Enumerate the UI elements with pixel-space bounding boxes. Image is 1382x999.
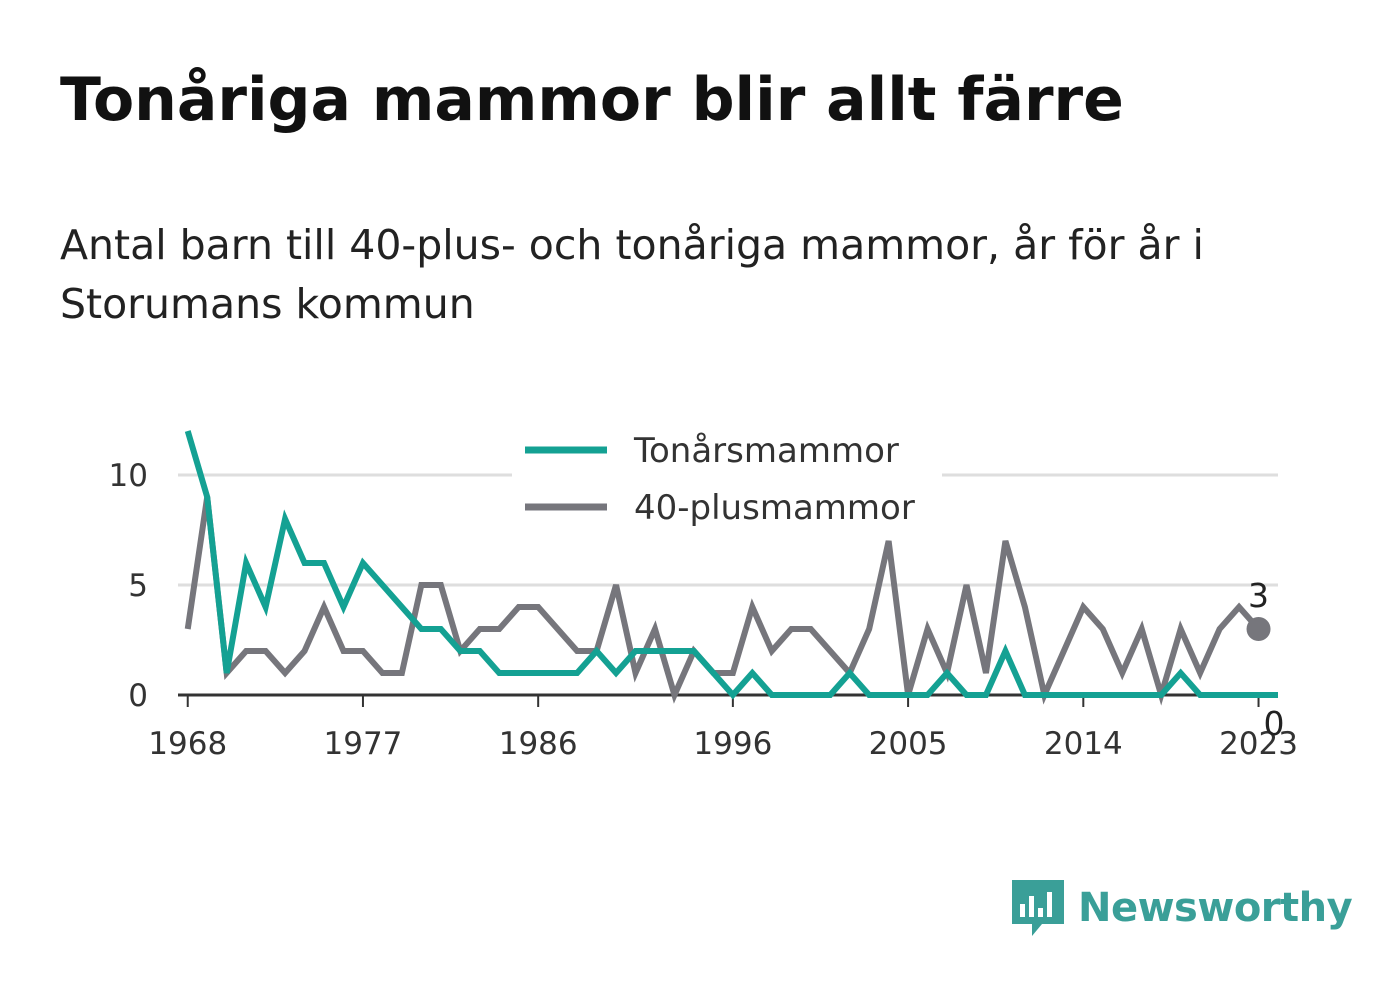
x-tick-label: 1968	[148, 726, 227, 762]
chart-title: Tonåriga mammor blir allt färre	[60, 65, 1124, 135]
legend-background	[512, 424, 942, 536]
chart-subtitle: Antal barn till 40-plus- och tonåriga ma…	[60, 221, 1204, 329]
legend: Tonårsmammor 40-plusmammor	[512, 424, 942, 536]
legend-label: Tonårsmammor	[633, 431, 899, 471]
x-tick-label: 2023	[1219, 726, 1298, 762]
x-tick-label: 1986	[499, 726, 578, 762]
y-tick-label: 0	[128, 678, 148, 714]
end-labels: 30	[1246, 576, 1285, 743]
y-tick-label: 5	[128, 568, 148, 604]
legend-label: 40-plusmammor	[634, 488, 915, 528]
series-lines	[184, 430, 1278, 706]
x-tick-label: 1977	[324, 726, 403, 762]
newsworthy-logo-icon	[1012, 880, 1064, 936]
x-tick-label: 2014	[1044, 726, 1123, 762]
end-value-label: 3	[1248, 576, 1269, 615]
newsworthy-brand: Newsworthy	[1010, 878, 1353, 938]
end-value-label: 0	[1264, 704, 1285, 743]
tick-labels: 0 5 10 1968 1977 1986 1996 2005 2014 2023	[109, 458, 1298, 762]
series-line-40-plusmammor	[184, 496, 1261, 706]
series-end-point	[1246, 617, 1271, 641]
brand-name: Newsworthy	[1078, 885, 1353, 931]
y-tick-label: 10	[109, 458, 148, 494]
x-tick-label: 1996	[693, 726, 772, 762]
x-tick-label: 2005	[869, 726, 948, 762]
series-line-tonarsmammor	[184, 430, 1278, 700]
